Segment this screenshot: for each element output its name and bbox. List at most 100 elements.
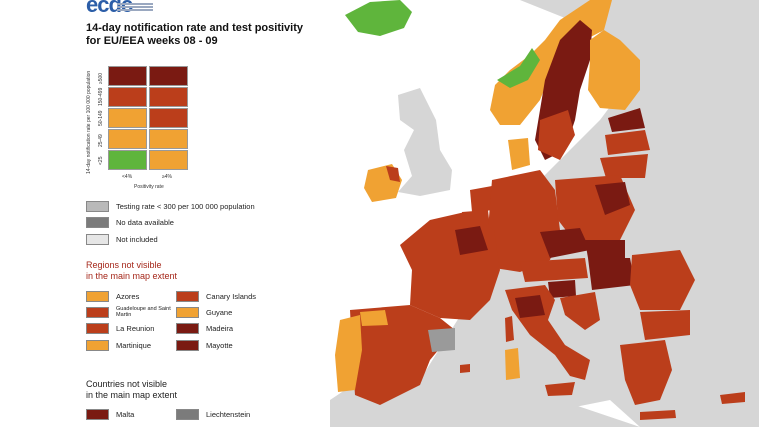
non-eu-africa [330, 398, 640, 427]
y-tick: ≥500 [98, 72, 104, 84]
crete-region [640, 410, 676, 420]
lithuania-region [600, 154, 648, 178]
matrix-y-axis: 14-day notification rate per 100 000 pop… [64, 64, 104, 174]
legend-item-no-data: No data available [86, 216, 174, 228]
legend-swatch [86, 322, 109, 334]
legend-swatch [86, 216, 109, 228]
iceland-region [345, 0, 412, 36]
legend-swatch [176, 290, 199, 302]
legend-swatch [86, 200, 109, 212]
y-axis-title: 14-day notification rate per 100 000 pop… [86, 70, 92, 174]
countries-heading: Countries not visible in the main map ex… [86, 379, 266, 401]
x-axis-title: Positivity rate [134, 184, 164, 190]
non-eu-uk [398, 88, 452, 196]
x-tick: <4% [122, 174, 133, 180]
croatia-region [560, 292, 600, 330]
regions-heading-line-2: in the main map extent [86, 271, 178, 281]
region-item: Madeira [176, 322, 233, 334]
country-item: Liechtenstein [176, 408, 250, 420]
slovenia-region [548, 280, 576, 298]
slovakia-region [585, 240, 625, 258]
legend-swatch [86, 339, 109, 351]
balearic-region [460, 364, 470, 373]
y-tick: 50-149 [98, 110, 104, 126]
regions-heading-line-1: Regions not visible [86, 260, 162, 270]
netherlands-region [470, 186, 494, 212]
legend-label: Testing rate < 300 per 100 000 populatio… [116, 201, 255, 211]
matrix-cell [149, 108, 188, 128]
romania-region [630, 250, 695, 310]
region-label: Madeira [206, 323, 234, 333]
non-eu-turkey [690, 340, 759, 405]
region-item: Canary Islands [176, 290, 256, 302]
countries-heading-line-1: Countries not visible [86, 379, 168, 389]
corsica-region [505, 316, 514, 342]
legend-swatch [86, 408, 109, 420]
denmark-region [508, 138, 530, 170]
sicily-region [545, 382, 575, 396]
countries-heading-line-2: in the main map extent [86, 390, 178, 400]
legend-swatch [176, 408, 199, 420]
y-tick: <25 [98, 156, 104, 165]
region-item: La Reunion [86, 322, 154, 334]
matrix-cell [149, 87, 188, 107]
matrix-cell [149, 129, 188, 149]
matrix-cell [149, 150, 188, 170]
cyprus-region [720, 392, 745, 404]
y-tick: 150-499 [98, 87, 104, 106]
region-item: Azores [86, 290, 139, 302]
country-label: Liechtenstein [206, 409, 251, 419]
matrix-cell [108, 129, 147, 149]
region-label: Guadeloupe and Saint Martin [116, 306, 171, 318]
france-region [400, 212, 500, 320]
austria-region [520, 258, 588, 282]
matrix-cell [108, 108, 147, 128]
spain-orange-north [360, 310, 388, 326]
sweden-south [538, 110, 575, 160]
greece-region [620, 340, 672, 405]
france-dark [455, 226, 488, 255]
legend-swatch [86, 233, 109, 245]
regions-heading: Regions not visible in the main map exte… [86, 260, 266, 282]
finland-region [588, 30, 640, 110]
y-tick: 25-49 [98, 134, 104, 147]
matrix-cell [108, 150, 147, 170]
region-label: Martinique [116, 340, 152, 350]
matrix-cell [149, 66, 188, 86]
bulgaria-region [640, 310, 690, 340]
region-label: Mayotte [206, 340, 233, 350]
legend-label: Not included [116, 234, 158, 244]
region-label: La Reunion [116, 323, 155, 333]
hungary-region [588, 258, 635, 290]
legend-panel: ecdc 14-day notification rate and test p… [0, 0, 303, 427]
region-item: Guyane [176, 306, 232, 318]
region-item: Guadeloupe and Saint Martin [86, 306, 174, 318]
legend-swatch [176, 339, 199, 351]
legend-item-testing: Testing rate < 300 per 100 000 populatio… [86, 200, 255, 212]
title-line-1: 14-day notification rate and test positi… [86, 22, 303, 34]
map-title: 14-day notification rate and test positi… [86, 22, 306, 48]
legend-swatch [86, 290, 109, 302]
estonia-region [608, 108, 645, 132]
matrix-cell [108, 87, 147, 107]
title-line-2: for EU/EEA weeks 08 - 09 [86, 35, 218, 47]
region-item: Mayotte [176, 339, 233, 351]
catalonia-grey [428, 328, 455, 352]
legend-swatch [176, 306, 199, 318]
region-label: Azores [116, 291, 140, 301]
sardinia-region [505, 348, 520, 380]
poland-dark [595, 182, 630, 215]
portugal-region [335, 315, 362, 392]
czechia-region [540, 228, 590, 258]
latvia-region [605, 130, 650, 155]
germany-region [488, 170, 560, 272]
northern-ireland-region [386, 166, 400, 182]
legend-label: No data available [116, 217, 174, 227]
x-tick: ≥4% [162, 174, 172, 180]
italy-dark [515, 295, 545, 318]
country-item: Malta [86, 408, 134, 420]
legend-swatch [86, 306, 109, 318]
region-label: Canary Islands [206, 291, 257, 301]
country-label: Malta [116, 409, 135, 419]
